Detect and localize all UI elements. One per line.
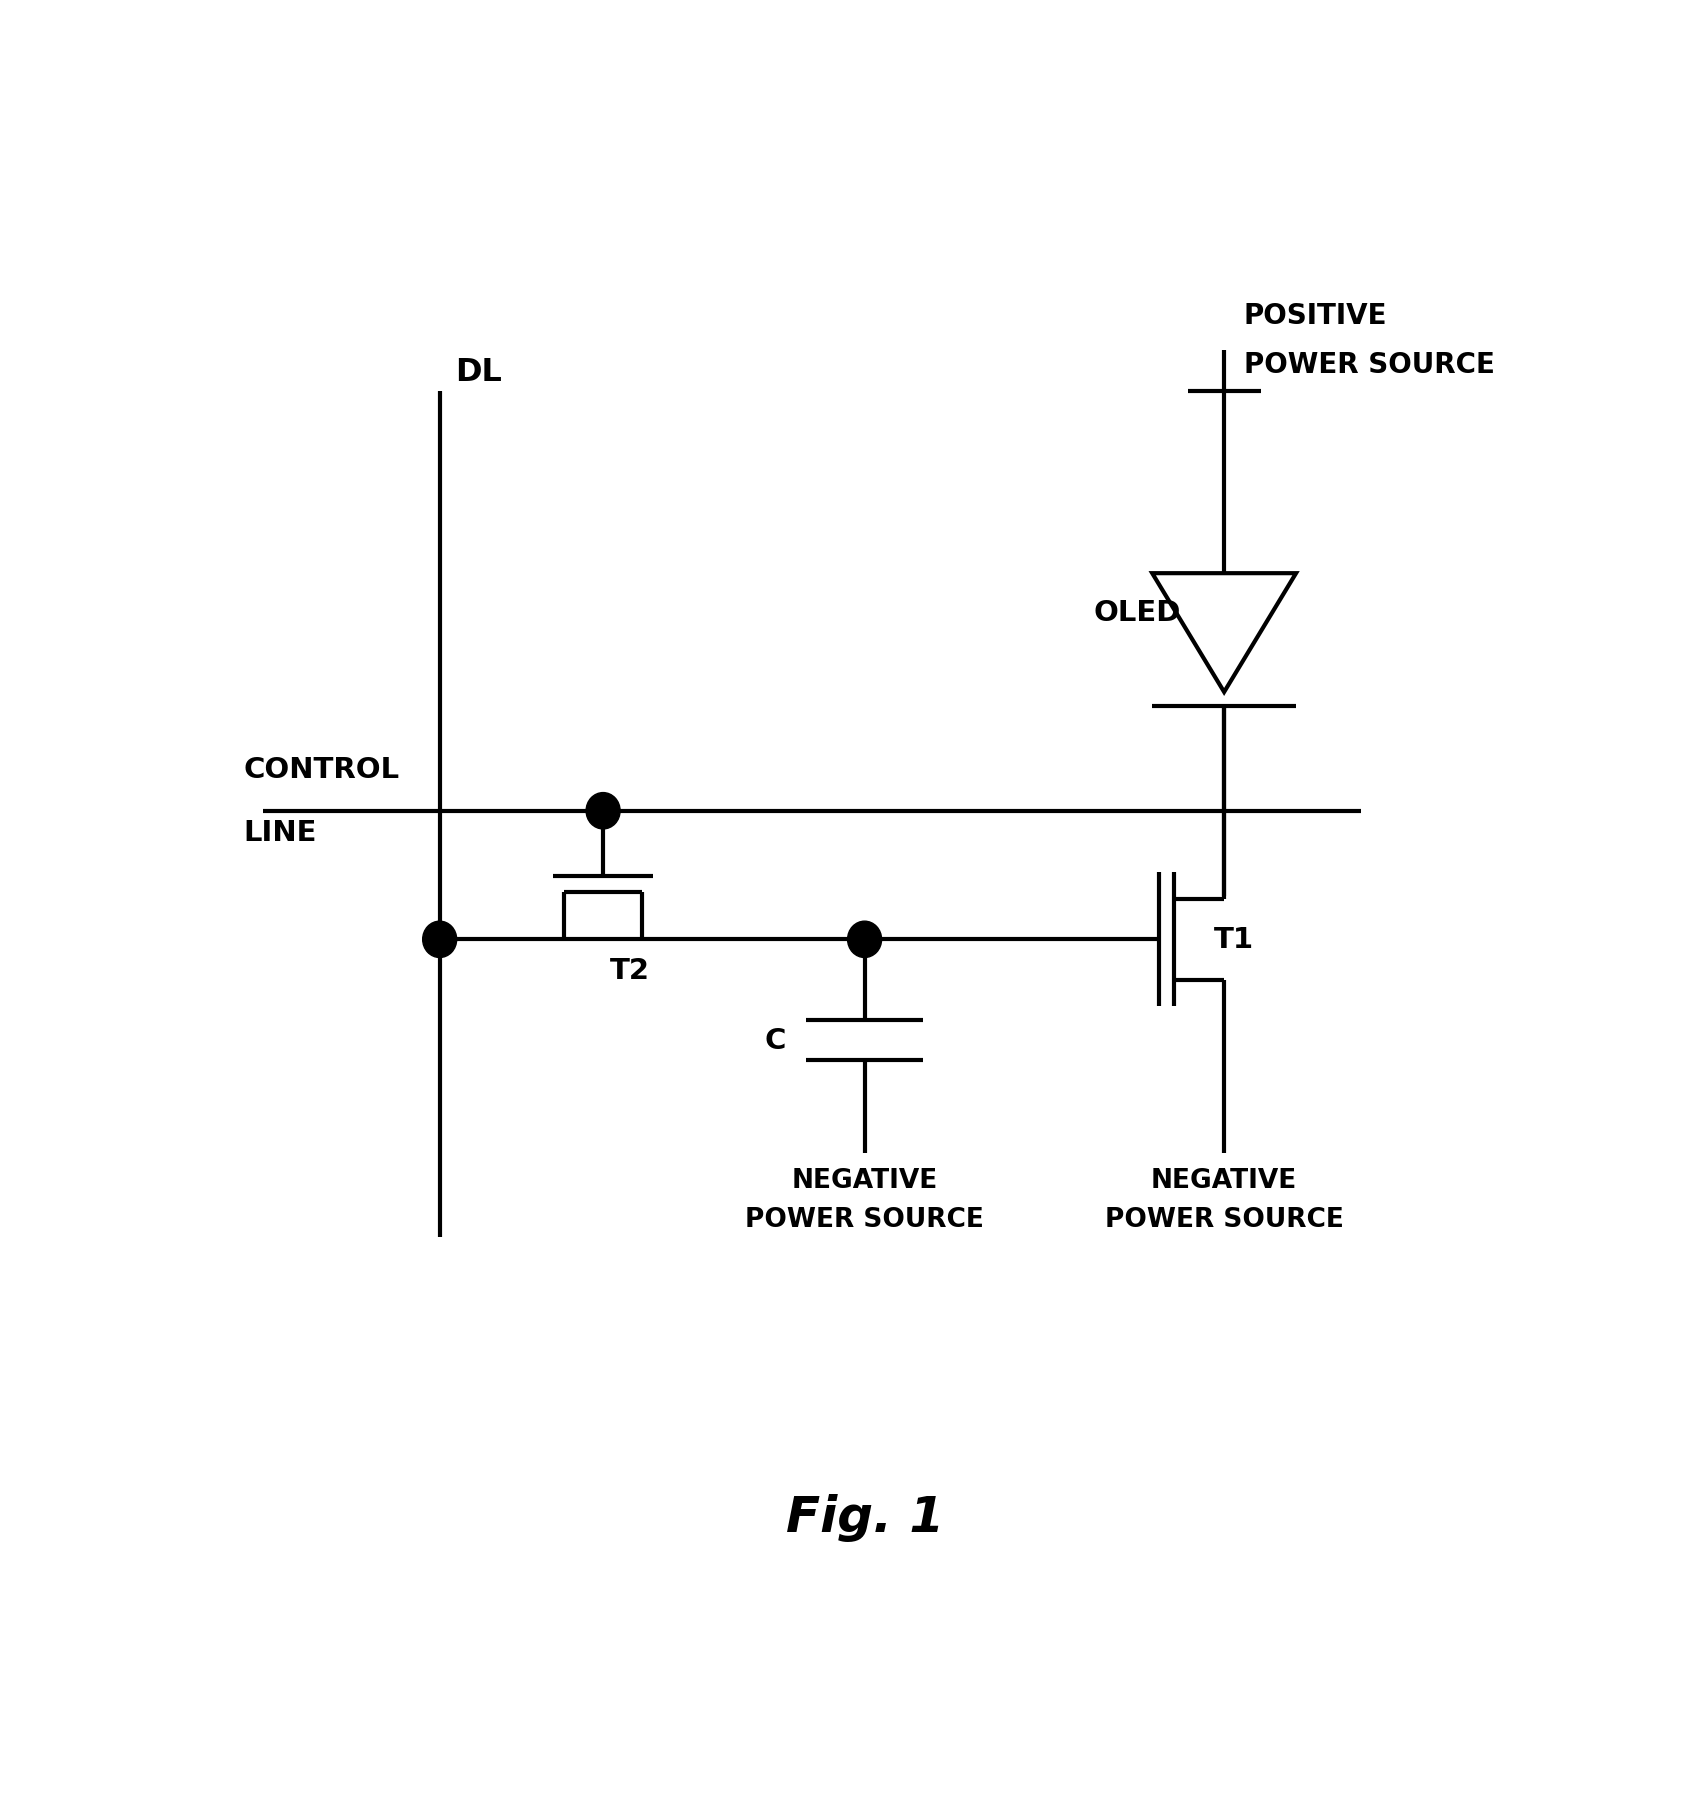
Text: NEGATIVE: NEGATIVE — [791, 1168, 938, 1194]
Text: POWER SOURCE: POWER SOURCE — [1243, 350, 1495, 379]
Text: T1: T1 — [1213, 925, 1253, 954]
Circle shape — [847, 922, 882, 958]
Text: Fig. 1: Fig. 1 — [786, 1493, 943, 1540]
Text: C: C — [764, 1027, 786, 1054]
Text: LINE: LINE — [243, 818, 317, 847]
Text: DL: DL — [455, 357, 503, 388]
Text: T2: T2 — [609, 956, 649, 985]
Text: POSITIVE: POSITIVE — [1243, 301, 1387, 330]
Text: CONTROL: CONTROL — [243, 755, 400, 784]
Circle shape — [423, 922, 457, 958]
Text: POWER SOURCE: POWER SOURCE — [746, 1206, 984, 1232]
Text: NEGATIVE: NEGATIVE — [1151, 1168, 1297, 1194]
Text: OLED: OLED — [1093, 599, 1181, 626]
Circle shape — [585, 793, 621, 829]
Text: POWER SOURCE: POWER SOURCE — [1105, 1206, 1343, 1232]
